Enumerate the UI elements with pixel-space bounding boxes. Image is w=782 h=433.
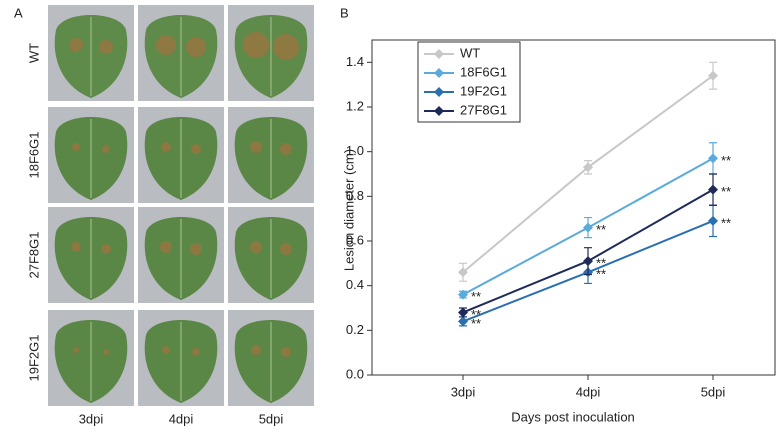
significance-label: ** xyxy=(596,267,606,282)
y-axis-label: Lesion diameter (cm) xyxy=(341,149,356,271)
data-point xyxy=(458,316,468,327)
lesion xyxy=(250,141,262,153)
column-label: 4dpi xyxy=(169,411,194,426)
data-point xyxy=(583,222,593,233)
legend-marker xyxy=(434,87,444,97)
column-label: 5dpi xyxy=(259,411,284,426)
y-tick-label: 0.8 xyxy=(346,188,364,203)
significance-label: ** xyxy=(721,184,731,199)
lesion xyxy=(191,144,201,154)
data-point xyxy=(583,256,593,267)
legend-label: 18F6G1 xyxy=(460,64,507,79)
lesion xyxy=(103,349,109,355)
legend-marker xyxy=(434,106,444,116)
row-label: 27F8G1 xyxy=(26,232,41,279)
lesion xyxy=(186,37,206,57)
lesion xyxy=(102,145,110,153)
column-label: 3dpi xyxy=(79,411,104,426)
x-tick-label: 5dpi xyxy=(701,384,726,399)
data-point xyxy=(458,307,468,318)
row-label: WT xyxy=(26,43,41,63)
x-tick-label: 3dpi xyxy=(451,384,476,399)
plot-frame xyxy=(371,39,776,376)
lesion xyxy=(71,242,81,252)
photo-grid xyxy=(48,5,314,406)
row-label: 18F6G1 xyxy=(26,132,41,179)
data-point xyxy=(458,267,468,278)
legend-marker xyxy=(434,68,444,78)
lesion xyxy=(161,142,171,152)
significance-label: ** xyxy=(471,289,481,304)
lesion xyxy=(281,347,291,357)
lesion xyxy=(192,348,200,356)
lesion xyxy=(160,241,172,253)
lesion xyxy=(251,345,261,355)
significance-label: ** xyxy=(471,307,481,322)
legend-box xyxy=(417,41,521,123)
lesion xyxy=(101,244,111,254)
lesion xyxy=(250,241,262,253)
data-point xyxy=(458,289,468,300)
lesion xyxy=(190,243,202,255)
panel-label: A xyxy=(14,5,23,20)
significance-label: ** xyxy=(721,215,731,230)
lesion xyxy=(243,32,269,58)
significance-label: ** xyxy=(596,222,606,237)
y-tick-label: 0.4 xyxy=(346,277,364,292)
significance-label: ** xyxy=(471,316,481,331)
lesion xyxy=(72,143,80,151)
row-label: 19F2G1 xyxy=(26,335,41,382)
lesion xyxy=(156,35,176,55)
y-tick-label: 1.0 xyxy=(346,143,364,158)
data-point xyxy=(708,215,718,226)
data-point xyxy=(708,70,718,81)
lesion xyxy=(162,346,170,354)
lesion xyxy=(273,34,299,60)
legend-label: 19F2G1 xyxy=(460,83,507,98)
y-tick-label: 1.4 xyxy=(346,54,364,69)
lesion xyxy=(99,40,113,54)
significance-label: ** xyxy=(721,153,731,168)
legend-label: WT xyxy=(460,45,480,60)
lesion xyxy=(73,347,79,353)
lesion xyxy=(69,38,83,52)
y-tick-label: 1.2 xyxy=(346,98,364,113)
y-tick-label: 0.2 xyxy=(346,322,364,337)
legend-label: 27F8G1 xyxy=(460,102,507,117)
panel-label: B xyxy=(340,5,349,20)
data-point xyxy=(583,162,593,173)
data-point xyxy=(708,153,718,164)
lesion xyxy=(280,143,292,155)
data-point xyxy=(708,184,718,195)
y-tick-label: 0.6 xyxy=(346,232,364,247)
significance-label: ** xyxy=(596,256,606,271)
x-tick-label: 4dpi xyxy=(576,384,601,399)
legend-marker xyxy=(434,49,444,59)
x-axis-label: Days post inoculation xyxy=(511,409,635,424)
lesion xyxy=(280,243,292,255)
y-tick-label: 0.0 xyxy=(346,366,364,381)
